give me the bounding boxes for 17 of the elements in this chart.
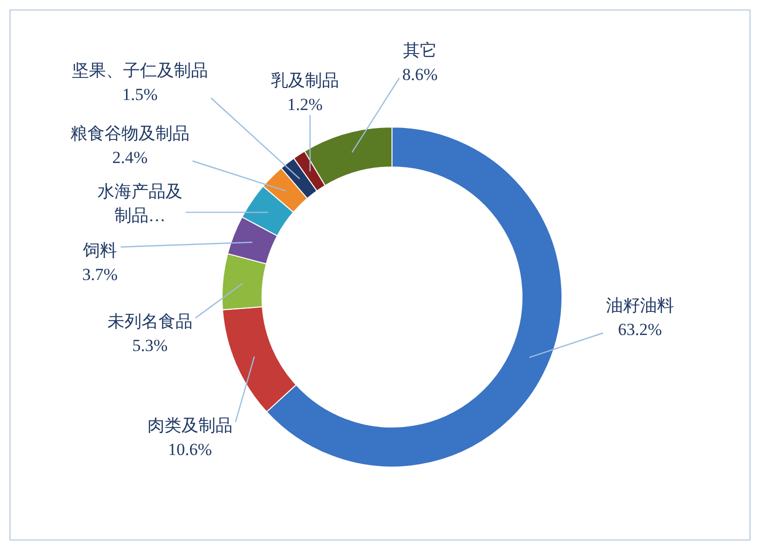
data-label: 8.6%	[402, 65, 438, 84]
data-label: 1.2%	[287, 95, 323, 114]
data-label: 1.5%	[122, 85, 158, 104]
slice-label: 饲料	[82, 241, 117, 260]
slice-label: 乳及制品	[271, 71, 339, 90]
data-label: 3.7%	[82, 265, 118, 284]
slice-label: 水海产品及制品…	[98, 182, 182, 225]
slice-label: 坚果、子仁及制品	[72, 61, 208, 80]
data-label: 2.4%	[112, 148, 148, 167]
slice-label: 未列名食品	[108, 312, 192, 331]
data-label: 10.6%	[168, 440, 212, 459]
slice-label: 其它	[403, 41, 437, 60]
slice-label: 油籽油料	[606, 296, 674, 315]
data-label: 5.3%	[132, 336, 168, 355]
slice-label: 粮食谷物及制品	[70, 124, 190, 143]
data-label: 63.2%	[618, 320, 662, 339]
slice-label: 肉类及制品	[148, 416, 232, 435]
